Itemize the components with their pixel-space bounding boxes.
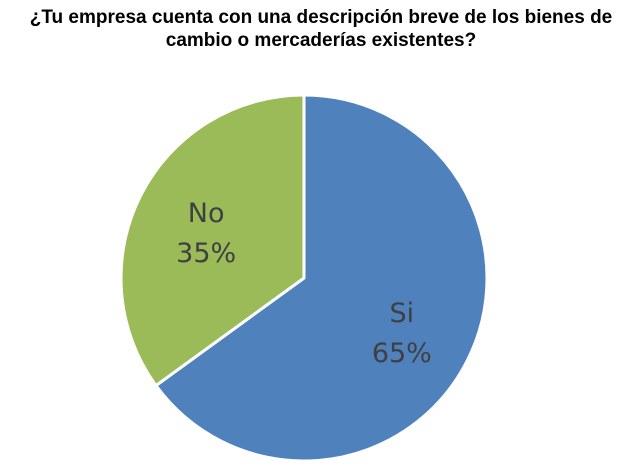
chart-title-line-2: cambio o mercaderías existentes? (165, 30, 477, 51)
pie-slices (119, 93, 489, 463)
chart-title: ¿Tu empresa cuenta con una descripción b… (0, 6, 642, 52)
pie-slice-si (154, 93, 489, 463)
pie-labels: Si 65% No 35% (176, 198, 432, 369)
slice-category-label: Si (390, 298, 415, 329)
slice-percent-label: 35% (176, 238, 236, 269)
slice-percent-label: 65% (372, 338, 432, 369)
pie-slice-no (119, 93, 306, 388)
slice-category-label: No (188, 198, 225, 229)
chart-title-line-1: ¿Tu empresa cuenta con una descripción b… (29, 7, 613, 28)
